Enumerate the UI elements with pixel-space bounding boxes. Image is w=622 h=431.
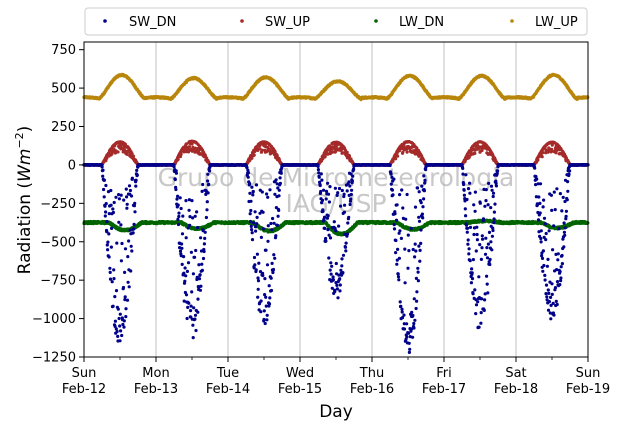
- sw-dn-point: [116, 334, 120, 338]
- sw-dn-point: [112, 200, 116, 205]
- sw-dn-point: [114, 327, 118, 331]
- series-lw-up-points: [82, 72, 590, 102]
- sw-dn-point: [110, 226, 114, 230]
- sw-dn-point: [104, 210, 108, 214]
- sw-dn-point: [100, 165, 104, 169]
- sw-up-point: [131, 154, 136, 158]
- sw-dn-point: [101, 168, 105, 172]
- sw-up-point: [394, 157, 398, 161]
- sw-dn-point: [107, 255, 111, 259]
- sw-dn-point: [105, 220, 109, 224]
- sw-dn-point: [106, 240, 110, 244]
- sw-up-point: [396, 154, 400, 158]
- sw-dn-point: [105, 243, 109, 247]
- sw-dn-point: [113, 295, 117, 299]
- sw-up-point: [540, 155, 544, 159]
- sw-dn-point: [113, 319, 117, 323]
- sw-up-point: [541, 151, 545, 155]
- sw-dn-point: [102, 178, 106, 182]
- sw-up-point: [323, 155, 327, 159]
- sw-dn-point: [107, 232, 111, 236]
- sw-up-point: [119, 145, 123, 150]
- sw-dn-point: [108, 266, 112, 270]
- sw-up-point: [176, 157, 180, 161]
- sw-dn-point: [109, 188, 113, 193]
- sw-dn-point: [111, 210, 115, 215]
- sw-up-point: [187, 145, 191, 149]
- sw-dn-point: [117, 220, 121, 224]
- sw-up-point: [536, 158, 540, 162]
- sw-dn-point: [104, 183, 108, 188]
- sw-dn-point: [116, 307, 120, 311]
- sw-dn-point: [106, 248, 110, 252]
- sw-up-point: [345, 150, 349, 154]
- sw-dn-point: [115, 329, 119, 334]
- sw-up-point: [250, 156, 254, 160]
- sw-dn-point: [102, 187, 106, 192]
- sw-dn-point: [114, 289, 119, 293]
- sw-dn-point: [109, 245, 113, 249]
- sw-dn-point: [115, 241, 119, 245]
- x-grid-lines: [155, 42, 517, 357]
- sw-dn-point: [102, 195, 106, 199]
- sw-dn-point: [112, 268, 116, 272]
- sw-up-point: [347, 154, 352, 158]
- sw-dn-point: [109, 203, 113, 207]
- sw-dn-point: [111, 207, 115, 211]
- sw-dn-point: [110, 280, 114, 284]
- sw-dn-point: [111, 304, 115, 308]
- sw-up-point: [252, 153, 256, 157]
- sw-up-point: [405, 150, 409, 154]
- sw-dn-point: [104, 202, 108, 206]
- sw-up-point: [179, 152, 183, 156]
- watermark-line-2: IAG/USP: [285, 189, 386, 218]
- sw-up-point: [473, 151, 477, 155]
- sw-dn-point: [101, 174, 105, 178]
- sw-dn-point: [103, 214, 107, 218]
- sw-dn-point: [114, 195, 118, 199]
- sw-up-point: [116, 150, 120, 154]
- sw-dn-point: [112, 277, 116, 281]
- sw-up-point: [328, 144, 332, 148]
- sw-dn-point: [117, 316, 121, 321]
- sw-dn-point: [108, 270, 112, 274]
